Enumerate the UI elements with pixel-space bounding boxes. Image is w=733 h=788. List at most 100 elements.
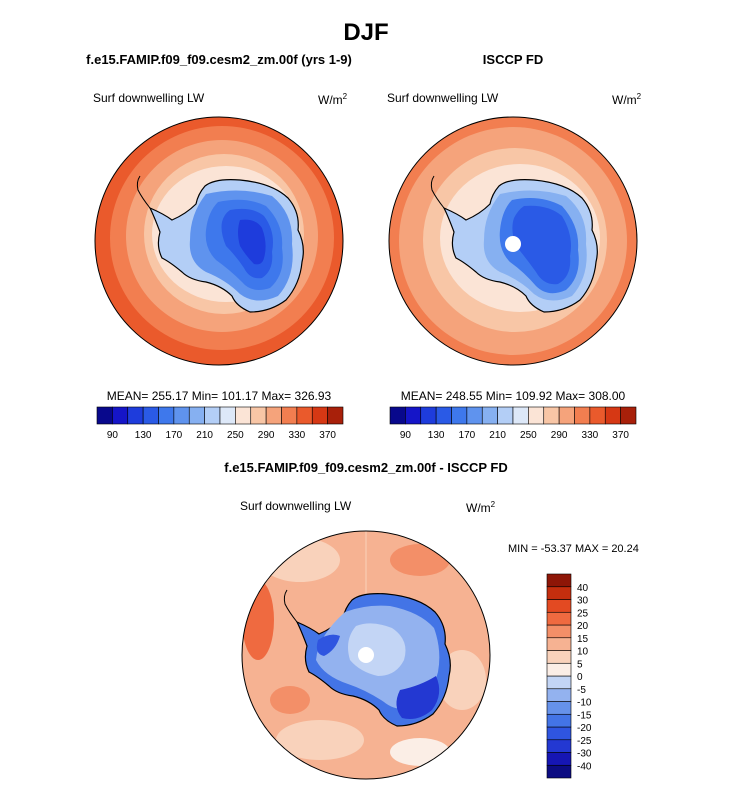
- colorbar-swatch: [546, 573, 572, 588]
- colorbar-tick-label: 90: [107, 430, 119, 441]
- panel-diff-title: f.e15.FAMIP.f09_f09.cesm2_zm.00f - ISCCP…: [224, 460, 507, 475]
- colorbar-swatch: [543, 406, 560, 425]
- panel-diff-boundary: [241, 530, 491, 780]
- colorbar-swatch: [546, 675, 572, 690]
- map-field: [390, 738, 450, 766]
- colorbar-tick-label: 40: [577, 583, 589, 594]
- panel-model-stats: MEAN= 255.17 Min= 101.17 Max= 326.93: [107, 389, 332, 403]
- colorbar-swatch: [188, 406, 205, 425]
- colorbar-swatch: [481, 406, 498, 425]
- panel-diff-stats: MIN = -53.37 MAX = 20.24: [508, 543, 639, 555]
- colorbar-tick-label: 250: [520, 430, 537, 441]
- colorbar-swatch: [620, 406, 637, 425]
- panel-obs-pole-hole: [505, 236, 521, 252]
- colorbar-tick-label: -20: [577, 723, 592, 734]
- colorbar-tick-label: 20: [577, 621, 589, 632]
- colorbar-tick-label: 250: [227, 430, 244, 441]
- colorbar-tick-label: 90: [400, 430, 412, 441]
- panel-model-boundary: [94, 116, 344, 366]
- colorbar-tick-label: -40: [577, 761, 592, 772]
- panel-obs-title: ISCCP FD: [483, 52, 543, 67]
- panel-obs-colorbar: 90 130 170 210 250 290 330 370: [389, 406, 637, 441]
- colorbar-swatch: [546, 764, 572, 779]
- colorbar-tick-label: 15: [577, 634, 589, 645]
- panel-diff-pole-hole: [358, 647, 374, 663]
- colorbar-swatch: [512, 406, 529, 425]
- colorbar-tick-label: 370: [612, 430, 629, 441]
- map-field: [396, 676, 440, 719]
- map-field: [276, 720, 364, 760]
- colorbar-tick-label: 10: [577, 647, 589, 658]
- colorbar-swatch: [528, 406, 545, 425]
- colorbar-swatch: [250, 406, 267, 425]
- colorbar-tick-label: 330: [582, 430, 599, 441]
- colorbar-swatch: [574, 406, 591, 425]
- main-title: DJF: [343, 19, 388, 46]
- colorbar-tick-label: 210: [196, 430, 213, 441]
- colorbar-swatch: [96, 406, 113, 425]
- colorbar-swatch: [389, 406, 406, 425]
- colorbar-swatch: [451, 406, 468, 425]
- colorbar-swatch: [546, 650, 572, 664]
- panel-model-title: f.e15.FAMIP.f09_f09.cesm2_zm.00f (yrs 1-…: [86, 52, 352, 67]
- colorbar-swatch: [604, 406, 621, 425]
- colorbar-tick-label: 130: [428, 430, 445, 441]
- colorbar-swatch: [546, 688, 572, 702]
- colorbar-tick-label: -30: [577, 749, 592, 760]
- panel-model-units: W/m2: [318, 92, 348, 107]
- colorbar-swatch: [546, 637, 572, 651]
- map-field: [348, 623, 406, 676]
- colorbar-tick-label: 210: [489, 430, 506, 441]
- colorbar-swatch: [158, 406, 175, 425]
- colorbar-swatch: [327, 406, 344, 425]
- colorbar-swatch: [173, 406, 190, 425]
- colorbar-tick-label: -25: [577, 736, 592, 747]
- colorbar-tick-label: 25: [577, 608, 589, 619]
- colorbar-swatch: [466, 406, 483, 425]
- colorbar-swatch: [405, 406, 422, 425]
- panel-obs-stats: MEAN= 248.55 Min= 109.92 Max= 308.00: [401, 389, 626, 403]
- colorbar-swatch: [204, 406, 221, 425]
- colorbar-tick-label: 290: [551, 430, 568, 441]
- colorbar-swatch: [546, 752, 572, 766]
- colorbar-swatch: [546, 599, 572, 613]
- colorbar-swatch: [235, 406, 252, 425]
- panel-obs-boundary: [388, 116, 638, 366]
- panel-obs-variable-label: Surf downwelling LW: [387, 91, 499, 105]
- colorbar-swatch: [546, 713, 572, 728]
- colorbar-swatch: [311, 406, 328, 425]
- colorbar-swatch: [420, 406, 437, 425]
- colorbar-swatch: [546, 701, 572, 715]
- map-field: [260, 538, 340, 582]
- map-field: [316, 634, 340, 656]
- panel-obs-units: W/m2: [612, 92, 642, 107]
- colorbar-swatch: [296, 406, 313, 425]
- colorbar-tick-label: 0: [577, 672, 583, 683]
- colorbar-swatch: [558, 406, 575, 425]
- colorbar-swatch: [281, 406, 298, 425]
- panel-model-variable-label: Surf downwelling LW: [93, 91, 205, 105]
- colorbar-tick-label: -15: [577, 710, 592, 721]
- colorbar-tick-label: 370: [319, 430, 336, 441]
- colorbar-swatch: [546, 624, 572, 639]
- colorbar-tick-label: 5: [577, 659, 583, 670]
- colorbar-tick-label: 170: [166, 430, 183, 441]
- colorbar-swatch: [546, 586, 572, 600]
- colorbar-swatch: [589, 406, 606, 425]
- map-field: [512, 205, 571, 285]
- panel-diff-units: W/m2: [466, 500, 496, 515]
- colorbar-swatch: [219, 406, 236, 425]
- colorbar-swatch: [435, 406, 452, 425]
- colorbar-tick-label: 30: [577, 596, 589, 607]
- peninsula-outline: [283, 589, 298, 623]
- colorbar-swatch: [546, 611, 572, 626]
- colorbar-tick-label: 170: [459, 430, 476, 441]
- panel-model: f.e15.FAMIP.f09_f09.cesm2_zm.00f (yrs 1-…: [86, 52, 352, 441]
- colorbar-swatch: [546, 726, 572, 741]
- colorbar-tick-label: -10: [577, 698, 592, 709]
- colorbar-tick-label: 330: [289, 430, 306, 441]
- colorbar-swatch: [546, 739, 572, 753]
- panel-diff: f.e15.FAMIP.f09_f09.cesm2_zm.00f - ISCCP…: [224, 460, 639, 780]
- colorbar-swatch: [265, 406, 282, 425]
